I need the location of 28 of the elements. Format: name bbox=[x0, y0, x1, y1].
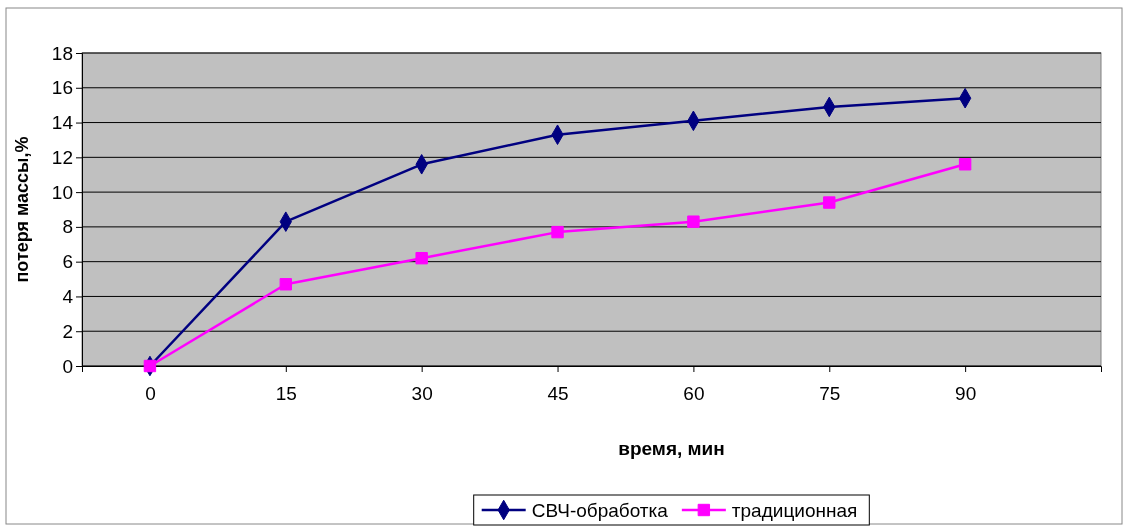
x-tick-label: 90 bbox=[955, 382, 977, 404]
y-tick-label: 4 bbox=[62, 286, 74, 308]
y-tick-label: 12 bbox=[51, 146, 73, 168]
x-tick-label: 15 bbox=[275, 382, 297, 404]
y-tick-label: 8 bbox=[62, 216, 73, 238]
x-tick-label: 75 bbox=[819, 382, 841, 404]
point bbox=[143, 359, 157, 373]
point bbox=[551, 225, 564, 239]
x-tick-label: 60 bbox=[683, 382, 705, 404]
y-tick-label: 14 bbox=[51, 112, 74, 134]
x-axis-title: время, мин bbox=[618, 438, 725, 459]
legend-label: традиционная bbox=[731, 499, 858, 521]
y-tick-label: 2 bbox=[62, 320, 73, 342]
y-tick-label: 10 bbox=[51, 181, 73, 203]
y-axis-title: потеря массы,% bbox=[12, 136, 32, 283]
x-tick-label: 0 bbox=[145, 382, 156, 404]
y-tick-label: 16 bbox=[51, 77, 73, 99]
point bbox=[687, 215, 700, 228]
x-tick-label: 30 bbox=[411, 382, 433, 404]
point bbox=[958, 158, 972, 171]
legend-label: СВЧ-обработка bbox=[531, 499, 669, 521]
y-tick-label: 6 bbox=[62, 251, 73, 273]
y-tick-label: 0 bbox=[62, 355, 73, 377]
point bbox=[415, 251, 428, 265]
x-tick-label: 45 bbox=[547, 382, 569, 404]
point bbox=[823, 196, 836, 209]
y-tick-label: 18 bbox=[51, 42, 73, 64]
point bbox=[279, 278, 292, 291]
